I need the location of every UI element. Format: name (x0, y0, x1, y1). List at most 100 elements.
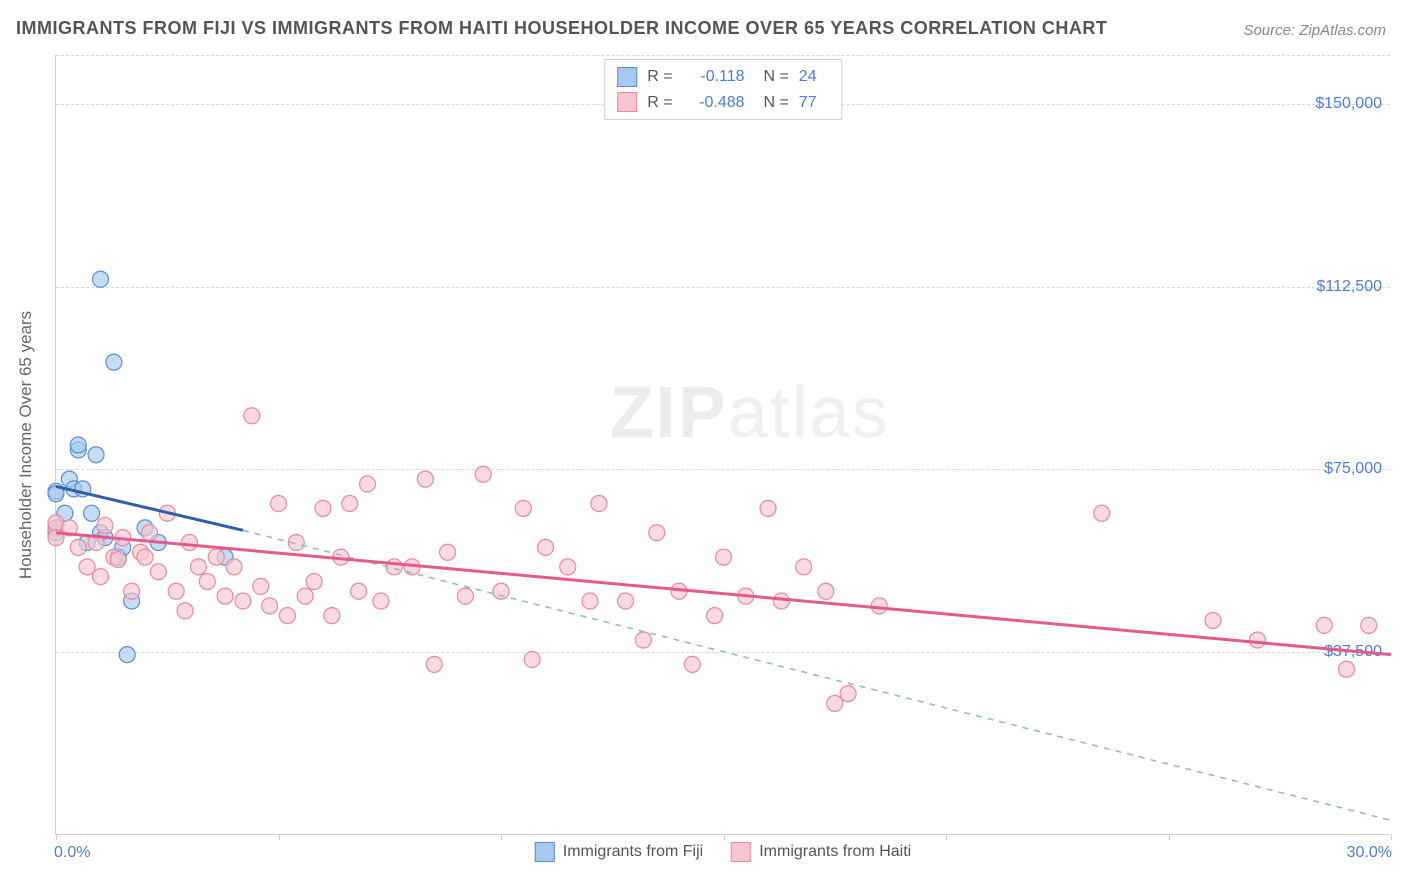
data-point (707, 608, 723, 624)
data-point (235, 593, 251, 609)
data-point (88, 447, 104, 463)
data-point (306, 574, 322, 590)
data-point (827, 695, 843, 711)
data-point (271, 496, 287, 512)
data-point (190, 559, 206, 575)
data-point (649, 525, 665, 541)
legend-r-label: R = (647, 64, 672, 90)
chart-title: IMMIGRANTS FROM FIJI VS IMMIGRANTS FROM … (16, 18, 1107, 39)
data-point (315, 500, 331, 516)
data-point (150, 564, 166, 580)
data-point (226, 559, 242, 575)
legend-swatch (617, 67, 637, 87)
data-point (141, 525, 157, 541)
data-point (324, 608, 340, 624)
legend-n-label: N = (755, 64, 789, 90)
x-tick (56, 834, 57, 840)
data-point (360, 476, 376, 492)
data-point (1339, 661, 1355, 677)
data-point (124, 583, 140, 599)
data-point (168, 583, 184, 599)
x-tick (501, 834, 502, 840)
data-point (279, 608, 295, 624)
data-point (457, 588, 473, 604)
correlation-legend: R = -0.118 N = 24 R = -0.488 N = 77 (604, 59, 842, 120)
x-tick (279, 834, 280, 840)
data-point (1316, 617, 1332, 633)
data-point (635, 632, 651, 648)
data-point (351, 583, 367, 599)
data-point (417, 471, 433, 487)
legend-row: R = -0.488 N = 77 (617, 90, 829, 116)
series-legend: Immigrants from Fiji Immigrants from Hait… (535, 842, 911, 862)
data-point (840, 686, 856, 702)
legend-n-label: N = (755, 90, 789, 116)
data-point (773, 593, 789, 609)
data-point (70, 539, 86, 555)
data-point (1205, 613, 1221, 629)
x-tick (1391, 834, 1392, 840)
data-point (760, 500, 776, 516)
data-point (253, 578, 269, 594)
data-point (137, 549, 153, 565)
plot-area: Householder Income Over 65 years ZIPatla… (55, 55, 1390, 835)
x-tick (724, 834, 725, 840)
legend-item: Immigrants from Fiji (535, 842, 703, 862)
data-point (106, 354, 122, 370)
data-point (79, 559, 95, 575)
data-point (1361, 617, 1377, 633)
data-point (440, 544, 456, 560)
legend-label: Immigrants from Fiji (563, 843, 703, 861)
legend-r-value: -0.488 (683, 90, 745, 116)
legend-swatch (617, 92, 637, 112)
data-point (1250, 632, 1266, 648)
data-point (560, 559, 576, 575)
data-point (70, 437, 86, 453)
data-point (716, 549, 732, 565)
data-point (684, 656, 700, 672)
legend-n-value: 24 (799, 64, 829, 90)
legend-r-label: R = (647, 90, 672, 116)
data-point (93, 569, 109, 585)
legend-row: R = -0.118 N = 24 (617, 64, 829, 90)
data-point (1094, 505, 1110, 521)
data-point (199, 574, 215, 590)
data-point (618, 593, 634, 609)
legend-n-value: 77 (799, 90, 829, 116)
data-point (538, 539, 554, 555)
legend-r-value: -0.118 (683, 64, 745, 90)
data-point (591, 496, 607, 512)
data-point (297, 588, 313, 604)
data-point (386, 559, 402, 575)
x-tick (946, 834, 947, 840)
data-point (582, 593, 598, 609)
data-point (182, 535, 198, 551)
data-point (818, 583, 834, 599)
data-point (93, 271, 109, 287)
data-point (524, 652, 540, 668)
data-point (84, 505, 100, 521)
data-point (493, 583, 509, 599)
x-axis-min-label: 0.0% (54, 844, 90, 862)
legend-item: Immigrants from Haiti (731, 842, 911, 862)
data-point (262, 598, 278, 614)
source-attribution: Source: ZipAtlas.com (1243, 22, 1386, 39)
legend-label: Immigrants from Haiti (759, 843, 911, 861)
data-point (217, 588, 233, 604)
y-axis-title: Householder Income Over 65 years (16, 310, 36, 578)
legend-swatch (731, 842, 751, 862)
data-point (208, 549, 224, 565)
data-point (110, 552, 126, 568)
data-point (342, 496, 358, 512)
data-point (475, 466, 491, 482)
x-tick (1169, 834, 1170, 840)
x-axis-max-label: 30.0% (1347, 844, 1392, 862)
data-point (244, 408, 260, 424)
legend-swatch (535, 842, 555, 862)
scatter-plot-svg (56, 55, 1390, 834)
data-point (426, 656, 442, 672)
data-point (796, 559, 812, 575)
data-point (177, 603, 193, 619)
data-point (871, 598, 887, 614)
data-point (373, 593, 389, 609)
